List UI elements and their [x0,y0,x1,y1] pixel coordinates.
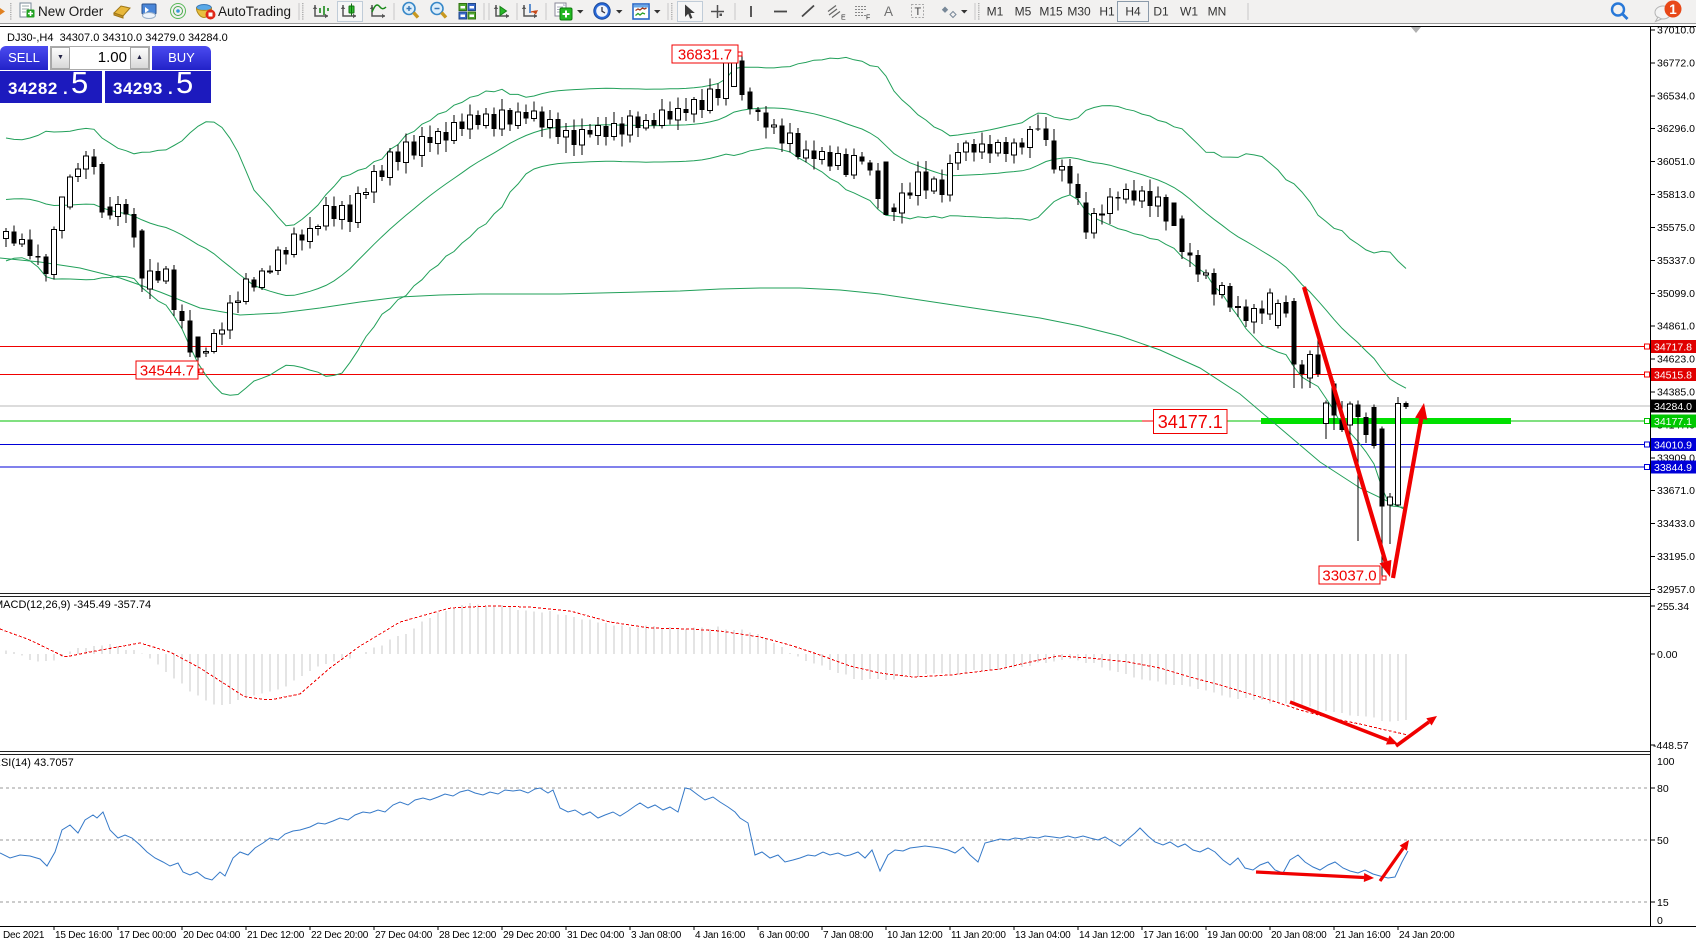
svg-text:MACD(12,26,9) -345.49 -357.74: MACD(12,26,9) -345.49 -357.74 [0,599,151,611]
svg-text:50: 50 [1657,835,1669,847]
svg-text:34717.8: 34717.8 [1654,342,1692,354]
svg-text:3 Jan 08:00: 3 Jan 08:00 [631,930,682,941]
svg-text:6 Jan 00:00: 6 Jan 00:00 [759,930,810,941]
svg-text:21 Dec 12:00: 21 Dec 12:00 [247,930,305,941]
svg-text:17 Dec 00:00: 17 Dec 00:00 [119,930,177,941]
svg-text:34544.7: 34544.7 [140,362,194,379]
svg-text:34177.1: 34177.1 [1654,416,1692,428]
svg-text:E: E [841,15,846,22]
svg-text:29 Dec 20:00: 29 Dec 20:00 [503,930,561,941]
svg-text:W1: W1 [1180,5,1198,19]
svg-text:MN: MN [1208,5,1227,19]
svg-text:100: 100 [1657,756,1675,768]
svg-text:35099.0: 35099.0 [1657,288,1695,300]
svg-text:33195.0: 33195.0 [1657,551,1695,563]
svg-text:34861.0: 34861.0 [1657,321,1695,333]
svg-text:27 Dec 04:00: 27 Dec 04:00 [375,930,433,941]
svg-text:11 Jan 20:00: 11 Jan 20:00 [951,930,1006,941]
svg-text:34010.9: 34010.9 [1654,440,1692,452]
svg-text:15 Dec 16:00: 15 Dec 16:00 [55,930,113,941]
svg-text:RSI(14) 43.7057: RSI(14) 43.7057 [0,757,74,769]
svg-text:A: A [884,4,893,19]
svg-text:33037.0: 33037.0 [1322,567,1376,584]
svg-text:New Order: New Order [38,4,104,19]
svg-text:H1: H1 [1099,5,1115,19]
svg-text:36051.0: 36051.0 [1657,156,1695,168]
svg-text:35575.0: 35575.0 [1657,222,1695,234]
svg-text:34177.1: 34177.1 [1158,412,1223,432]
svg-text:37010.0: 37010.0 [1657,25,1695,37]
svg-text:32957.0: 32957.0 [1657,584,1695,596]
svg-text:22 Dec 20:00: 22 Dec 20:00 [311,930,369,941]
svg-text:36534.0: 36534.0 [1657,90,1695,102]
svg-text:33844.9: 33844.9 [1654,462,1692,474]
svg-text:34385.0: 34385.0 [1657,387,1695,399]
svg-text:10 Jan 12:00: 10 Jan 12:00 [887,930,943,941]
svg-text:M30: M30 [1067,5,1091,19]
svg-text:21 Jan 16:00: 21 Jan 16:00 [1335,930,1391,941]
svg-text:20 Dec 04:00: 20 Dec 04:00 [183,930,241,941]
svg-text:AutoTrading: AutoTrading [218,4,291,19]
svg-text:F: F [866,15,870,22]
svg-text:17 Jan 16:00: 17 Jan 16:00 [1143,930,1199,941]
svg-text:35813.0: 35813.0 [1657,189,1695,201]
svg-text:36772.0: 36772.0 [1657,57,1695,69]
svg-text:34515.8: 34515.8 [1654,370,1692,382]
svg-text:0: 0 [1657,915,1663,927]
svg-text:35337.0: 35337.0 [1657,255,1695,267]
svg-text:1: 1 [1669,2,1677,17]
svg-text:28 Dec 12:00: 28 Dec 12:00 [439,930,497,941]
svg-text:-448.57: -448.57 [1653,740,1689,752]
svg-text:80: 80 [1657,783,1669,795]
svg-text:19 Jan 00:00: 19 Jan 00:00 [1207,930,1263,941]
svg-text:33671.0: 33671.0 [1657,485,1695,497]
svg-text:33433.0: 33433.0 [1657,518,1695,530]
svg-text:7 Jan 08:00: 7 Jan 08:00 [823,930,874,941]
svg-text:M15: M15 [1039,5,1063,19]
svg-text:34623.0: 34623.0 [1657,354,1695,366]
svg-text:13 Jan 04:00: 13 Jan 04:00 [1015,930,1071,941]
svg-text:4 Jan 16:00: 4 Jan 16:00 [695,930,746,941]
svg-text:14 Jan 12:00: 14 Jan 12:00 [1079,930,1135,941]
svg-text:15: 15 [1657,897,1669,909]
svg-text:255.34: 255.34 [1657,601,1689,613]
svg-text:Dec 2021: Dec 2021 [3,930,45,941]
svg-text:DJ30-,H4 34307.0 34310.0 3427: DJ30-,H4 34307.0 34310.0 34279.0 34284.0 [7,32,228,44]
svg-text:20 Jan 08:00: 20 Jan 08:00 [1271,930,1327,941]
svg-text:T: T [915,6,922,18]
svg-text:M5: M5 [1015,5,1032,19]
svg-text:D1: D1 [1153,5,1169,19]
svg-text:34284.0: 34284.0 [1654,401,1692,413]
svg-text:31 Dec 04:00: 31 Dec 04:00 [567,930,625,941]
svg-text:M1: M1 [987,5,1004,19]
svg-text:36831.7: 36831.7 [678,46,732,63]
svg-text:36296.0: 36296.0 [1657,123,1695,135]
svg-text:H4: H4 [1125,5,1141,19]
svg-text:0.00: 0.00 [1657,649,1678,661]
svg-text:24 Jan 20:00: 24 Jan 20:00 [1399,930,1455,941]
